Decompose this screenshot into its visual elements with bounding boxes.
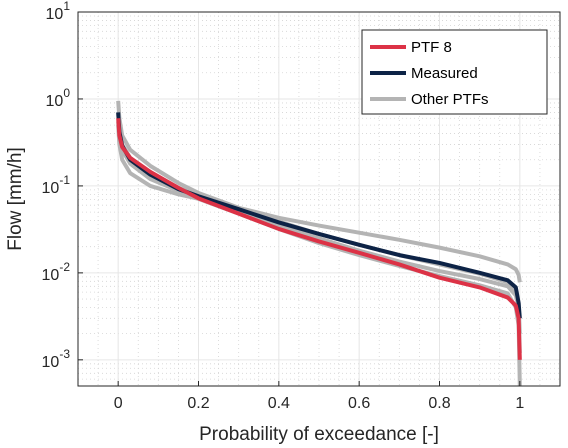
y-tick-label: 10-2 [42, 260, 71, 284]
series-line-other-ptfs [116, 100, 522, 283]
y-tick-label: 10-3 [42, 347, 71, 371]
y-tick-exponent: -2 [59, 260, 70, 274]
y-tick-exponent: 1 [63, 0, 70, 13]
y-tick-base: 10 [46, 93, 64, 110]
y-tick-base: 10 [46, 6, 64, 23]
y-tick-base: 10 [42, 354, 60, 371]
legend: PTF 8 Measured Other PTFs [361, 29, 548, 115]
x-tick-label: 0.4 [268, 395, 290, 412]
legend-label: PTF 8 [411, 39, 452, 56]
plot-frame [77, 11, 561, 387]
x-axis-label: Probability of exceedance [-] [199, 424, 439, 445]
y-tick-label: 10-1 [42, 173, 71, 197]
series-layer [116, 100, 522, 387]
y-tick-exponent: -3 [59, 347, 70, 361]
y-tick-base: 10 [42, 267, 60, 284]
legend-label: Measured [411, 65, 478, 82]
x-ticks: 0 0.2 0.4 0.6 0.8 1 [114, 381, 524, 412]
y-tick-base: 10 [42, 180, 60, 197]
x-tick-label: 1 [515, 395, 524, 412]
y-axis-label: Flow [mm/h] [5, 147, 26, 250]
y-tick-exponent: 0 [63, 86, 70, 100]
legend-label: Other PTFs [411, 91, 489, 108]
x-tick-label: 0 [114, 395, 123, 412]
minor-grid [77, 12, 561, 387]
x-tick-label: 0.6 [348, 395, 370, 412]
y-tick-exponent: -1 [59, 173, 70, 187]
x-tick-label: 0.8 [428, 395, 450, 412]
y-tick-label: 100 [46, 86, 71, 110]
y-tick-label: 101 [46, 0, 71, 23]
x-tick-label: 0.2 [187, 395, 209, 412]
series-line-ptf-8 [116, 118, 522, 360]
